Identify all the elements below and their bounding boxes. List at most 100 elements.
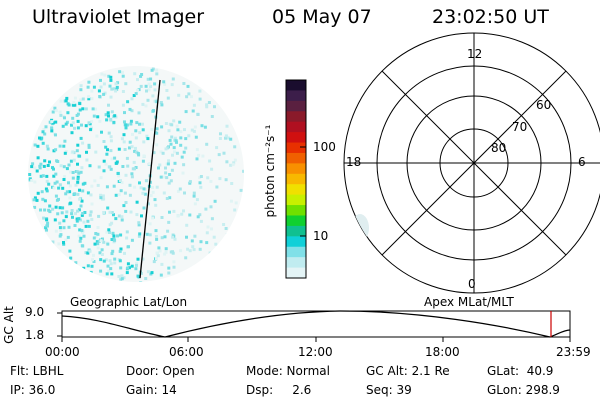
emission-pixel [232,161,236,165]
emission-pixel [115,87,119,91]
emission-pixel [190,128,194,132]
emission-pixel [33,166,37,170]
emission-pixel [51,240,55,244]
emission-pixel [219,132,222,136]
emission-pixel [80,244,84,248]
emission-pixel [44,187,48,191]
emission-pixel [191,245,195,249]
emission-pixel [28,177,32,181]
emission-pixel [84,124,88,128]
gain-status: Gain: 14 [126,383,177,397]
colorbar-band [286,121,306,133]
emission-pixel [208,251,212,255]
emission-pixel [110,157,114,161]
emission-pixel [239,188,243,192]
emission-pixel [58,226,62,230]
emission-pixel [112,234,116,238]
emission-pixel [183,191,186,195]
emission-pixel [99,239,103,243]
emission-pixel [86,251,90,255]
emission-pixel [102,169,106,173]
emission-pixel [184,137,188,141]
emission-pixel [155,143,159,147]
emission-pixel [182,163,186,167]
colorbar-band [286,80,306,92]
emission-pixel [62,178,66,181]
emission-pixel [131,132,134,136]
emission-pixel [140,214,143,218]
emission-pixel [88,213,92,217]
polar-emission-patch [351,214,369,242]
emission-pixel [139,281,143,282]
emission-pixel [55,159,59,163]
emission-pixel [136,78,139,82]
emission-pixel [54,120,58,124]
emission-pixel [78,102,82,106]
emission-pixel [65,96,69,100]
emission-pixel [128,140,132,144]
emission-pixel [109,135,113,139]
emission-pixel [224,178,228,182]
mode-status: Mode: Normal [246,364,330,378]
emission-pixel [134,267,138,271]
geographic-longitude: GLon: 298.9 [487,383,560,397]
emission-pixel [153,82,157,86]
emission-pixel [68,184,72,188]
emission-pixel [206,225,210,229]
emission-pixel [114,89,118,93]
emission-pixel [45,179,49,183]
apex-panel-label: Apex MLat/MLT [424,295,514,309]
emission-pixel [150,271,154,275]
observation-date: 05 May 07 [272,6,372,28]
emission-pixel [144,84,148,88]
emission-pixel [119,179,122,183]
emission-pixel [106,264,110,268]
dsp-status: Dsp: 2.6 [246,383,312,397]
emission-pixel [142,187,146,191]
emission-pixel [192,191,196,195]
emission-pixel [178,187,182,191]
emission-pixel [94,150,98,154]
emission-pixel [150,127,154,131]
emission-pixel [166,146,170,150]
emission-pixel [206,176,210,180]
emission-pixel [104,113,108,117]
emission-pixel [97,239,101,243]
emission-pixel [116,81,120,85]
emission-pixel [133,149,137,153]
emission-pixel [35,169,39,173]
emission-pixel [52,174,56,178]
emission-pixel [104,145,108,149]
emission-pixel [153,99,157,103]
emission-pixel [65,210,69,214]
emission-pixel [122,133,126,137]
emission-pixel [90,97,94,101]
emission-pixel [133,185,137,189]
instrument-title: Ultraviolet Imager [32,6,205,28]
emission-pixel [64,122,68,126]
emission-pixel [78,239,82,243]
emission-pixel [209,205,213,209]
emission-pixel [198,213,202,217]
emission-pixel [132,160,136,164]
mlat-label-60: 60 [536,98,552,112]
emission-pixel [182,209,185,213]
emission-pixel [185,95,189,99]
emission-pixel [130,264,134,268]
emission-pixel [192,194,196,198]
emission-pixel [188,181,192,185]
altitude-plot [57,310,571,342]
emission-pixel [87,95,91,99]
mlt-label-6: 6 [578,155,586,169]
emission-pixel [101,237,104,241]
emission-pixel [74,212,77,216]
emission-pixel [197,153,201,157]
emission-pixel [115,85,119,89]
emission-pixel [99,269,103,273]
emission-pixel [45,224,49,228]
emission-pixel [55,180,59,184]
emission-pixel [108,210,112,214]
emission-pixel [130,175,134,179]
emission-pixel [142,154,146,158]
emission-pixel [210,115,214,118]
